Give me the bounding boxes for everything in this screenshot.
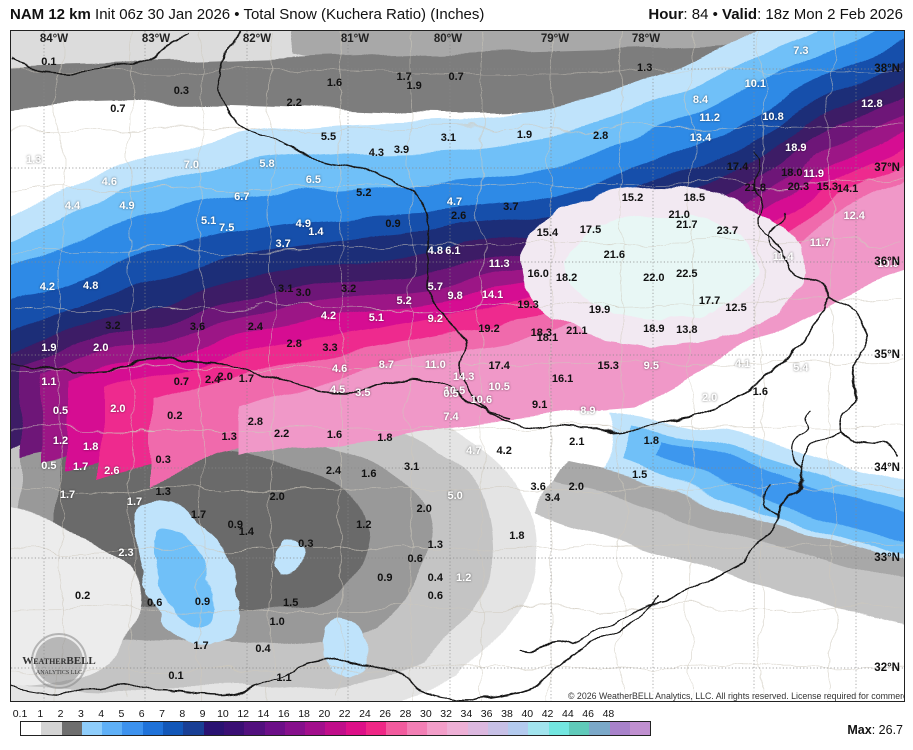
svg-text:WEATHERBELL: WEATHERBELL [22,655,96,667]
svg-text:ANALYTICS LLC: ANALYTICS LLC [36,670,82,676]
